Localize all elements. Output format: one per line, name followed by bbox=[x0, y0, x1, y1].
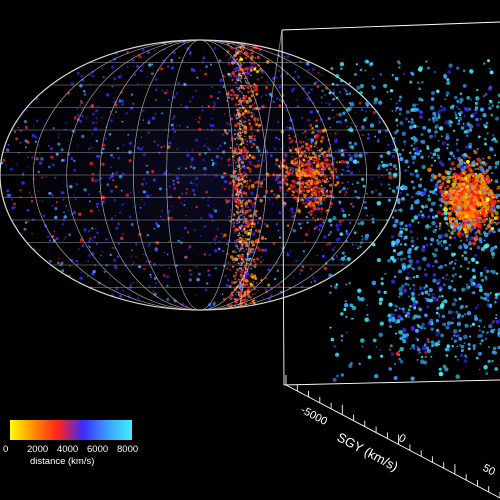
colorbar-label: distance (km/s) bbox=[30, 456, 95, 467]
axis-tick-label: 0 bbox=[397, 432, 408, 445]
3d-distribution-box bbox=[239, 21, 500, 499]
colorbar-tick: 8000 bbox=[117, 444, 139, 455]
axis-tick-label: -5000 bbox=[299, 404, 329, 428]
colorbar-ticks: 0 2000 4000 6000 8000 bbox=[3, 444, 143, 456]
axis-tick-label: 50 bbox=[481, 462, 497, 478]
axis-label: SGY (km/s) bbox=[335, 429, 401, 474]
colorbar-gradient bbox=[10, 420, 132, 440]
colorbar-tick: 4000 bbox=[57, 444, 79, 455]
all-sky-projection bbox=[0, 39, 401, 311]
distance-colorbar bbox=[10, 420, 132, 440]
colorbar-tick: 2000 bbox=[27, 444, 49, 455]
colorbar-tick: 6000 bbox=[87, 444, 109, 455]
colorbar-tick: 0 bbox=[3, 444, 9, 455]
